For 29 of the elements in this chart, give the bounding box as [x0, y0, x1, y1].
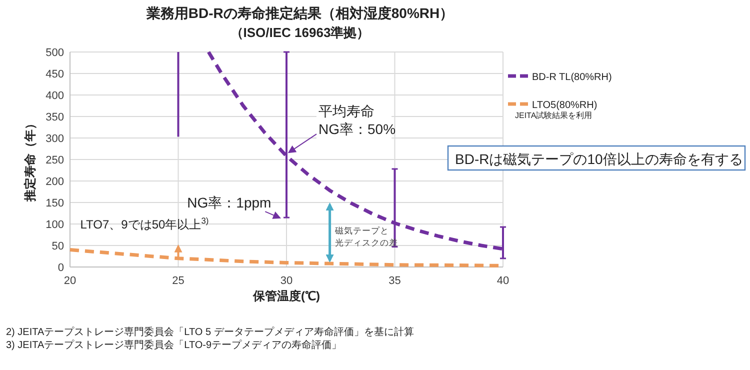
y-tick-label: 400 [46, 90, 64, 102]
chart-title: 業務用BD-Rの寿命推定結果（相対湿度80%RH） [145, 5, 454, 21]
x-axis-title: 保管温度(℃) [252, 289, 320, 303]
x-tick-label: 35 [388, 275, 401, 287]
text: JEITA試験結果を利用 [515, 111, 592, 120]
y-tick-label: 50 [52, 240, 64, 252]
y-tick-label: 0 [58, 262, 64, 274]
annotation: LTO7、9では50年以上$^{3)}$ [80, 215, 209, 232]
annotation: NG率：1ppm [187, 194, 272, 211]
legend-label: BD-R TL(80%RH) [532, 72, 612, 83]
y-tick-label: 500 [46, 47, 64, 59]
x-tick-label: 25 [172, 275, 184, 287]
y-tick-label: 150 [46, 198, 64, 210]
legend-label: LTO5(80%RH) [532, 100, 598, 111]
x-tick-label: 40 [496, 275, 510, 287]
chart-subtitle: （ISO/IEC 16963準拠） [230, 25, 370, 40]
text: 2) JEITAテープストレージ専門委員会「LTO 5 データテープメディア寿命評価」を基に計算 [6, 326, 414, 338]
y-tick-label: 300 [46, 133, 64, 145]
text: 3) JEITAテープストレージ専門委員会「LTO-9テープメディアの寿命評価」 [6, 339, 342, 351]
y-tick-label: 200 [46, 176, 64, 188]
y-tick-label: 100 [46, 219, 64, 231]
x-tick-label: 20 [64, 275, 76, 287]
y-tick-label: 450 [46, 68, 64, 80]
x-tick-label: 30 [280, 275, 293, 287]
y-axis-title: 推定寿命（年） [23, 118, 37, 202]
y-tick-label: 350 [46, 112, 64, 124]
y-tick-label: 250 [46, 154, 64, 166]
annotation: BD-Rは磁気テープの10倍以上の寿命を有する [455, 151, 743, 167]
annotation: 平均寿命 NG率：50% [318, 103, 396, 138]
